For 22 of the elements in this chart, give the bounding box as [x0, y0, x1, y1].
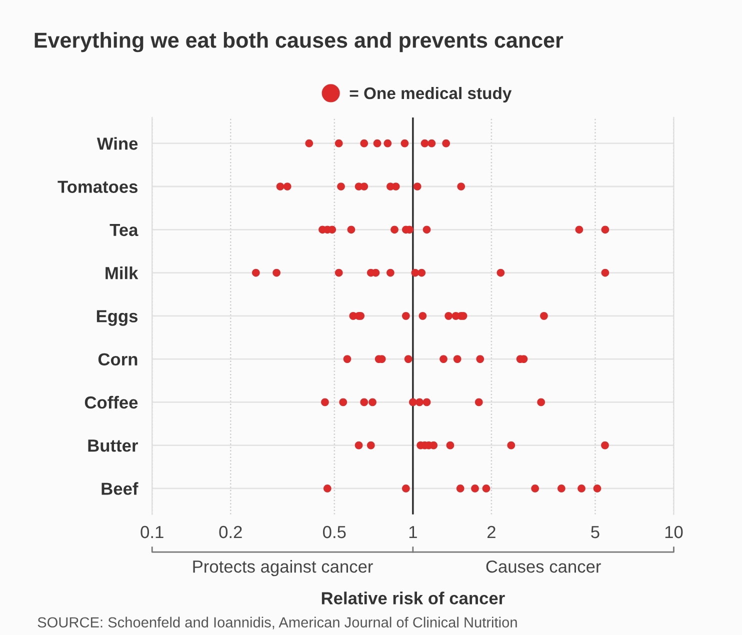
y-tick-label: Tomatoes [58, 180, 138, 193]
x-tick-label: 0.1 [140, 526, 164, 538]
y-tick-label: Milk [106, 266, 138, 280]
text: Protects against cancer [193, 560, 373, 576]
source-note: SOURCE: Schoenfeld and Ioannidis, American Journal of Clinical Nutrition [38, 616, 517, 630]
x-tick-label: 2 [487, 526, 496, 538]
chart-title: Everything we eat both causes and prevents cancer [34, 32, 564, 52]
y-tick-label: Beef [102, 482, 138, 495]
text: Causes cancer [486, 560, 601, 573]
y-tick-label: Eggs [96, 310, 138, 326]
y-tick-label: Wine [96, 137, 138, 150]
y-tick-label: Tea [110, 224, 138, 236]
y-tick-label: Butter [88, 440, 138, 452]
x-tick-label: 0.5 [323, 526, 346, 538]
y-tick-label: Corn [98, 353, 138, 366]
x-tick-label: 5 [591, 526, 600, 538]
x-axis-title: Relative risk of cancer [322, 592, 505, 604]
x-tick-label: 0.2 [219, 526, 242, 538]
x-tick-label: 1 [409, 526, 417, 538]
x-tick-label: 10 [665, 526, 683, 538]
legend-label: = One medical study [350, 86, 512, 102]
y-tick-label: Coffee [84, 396, 138, 409]
